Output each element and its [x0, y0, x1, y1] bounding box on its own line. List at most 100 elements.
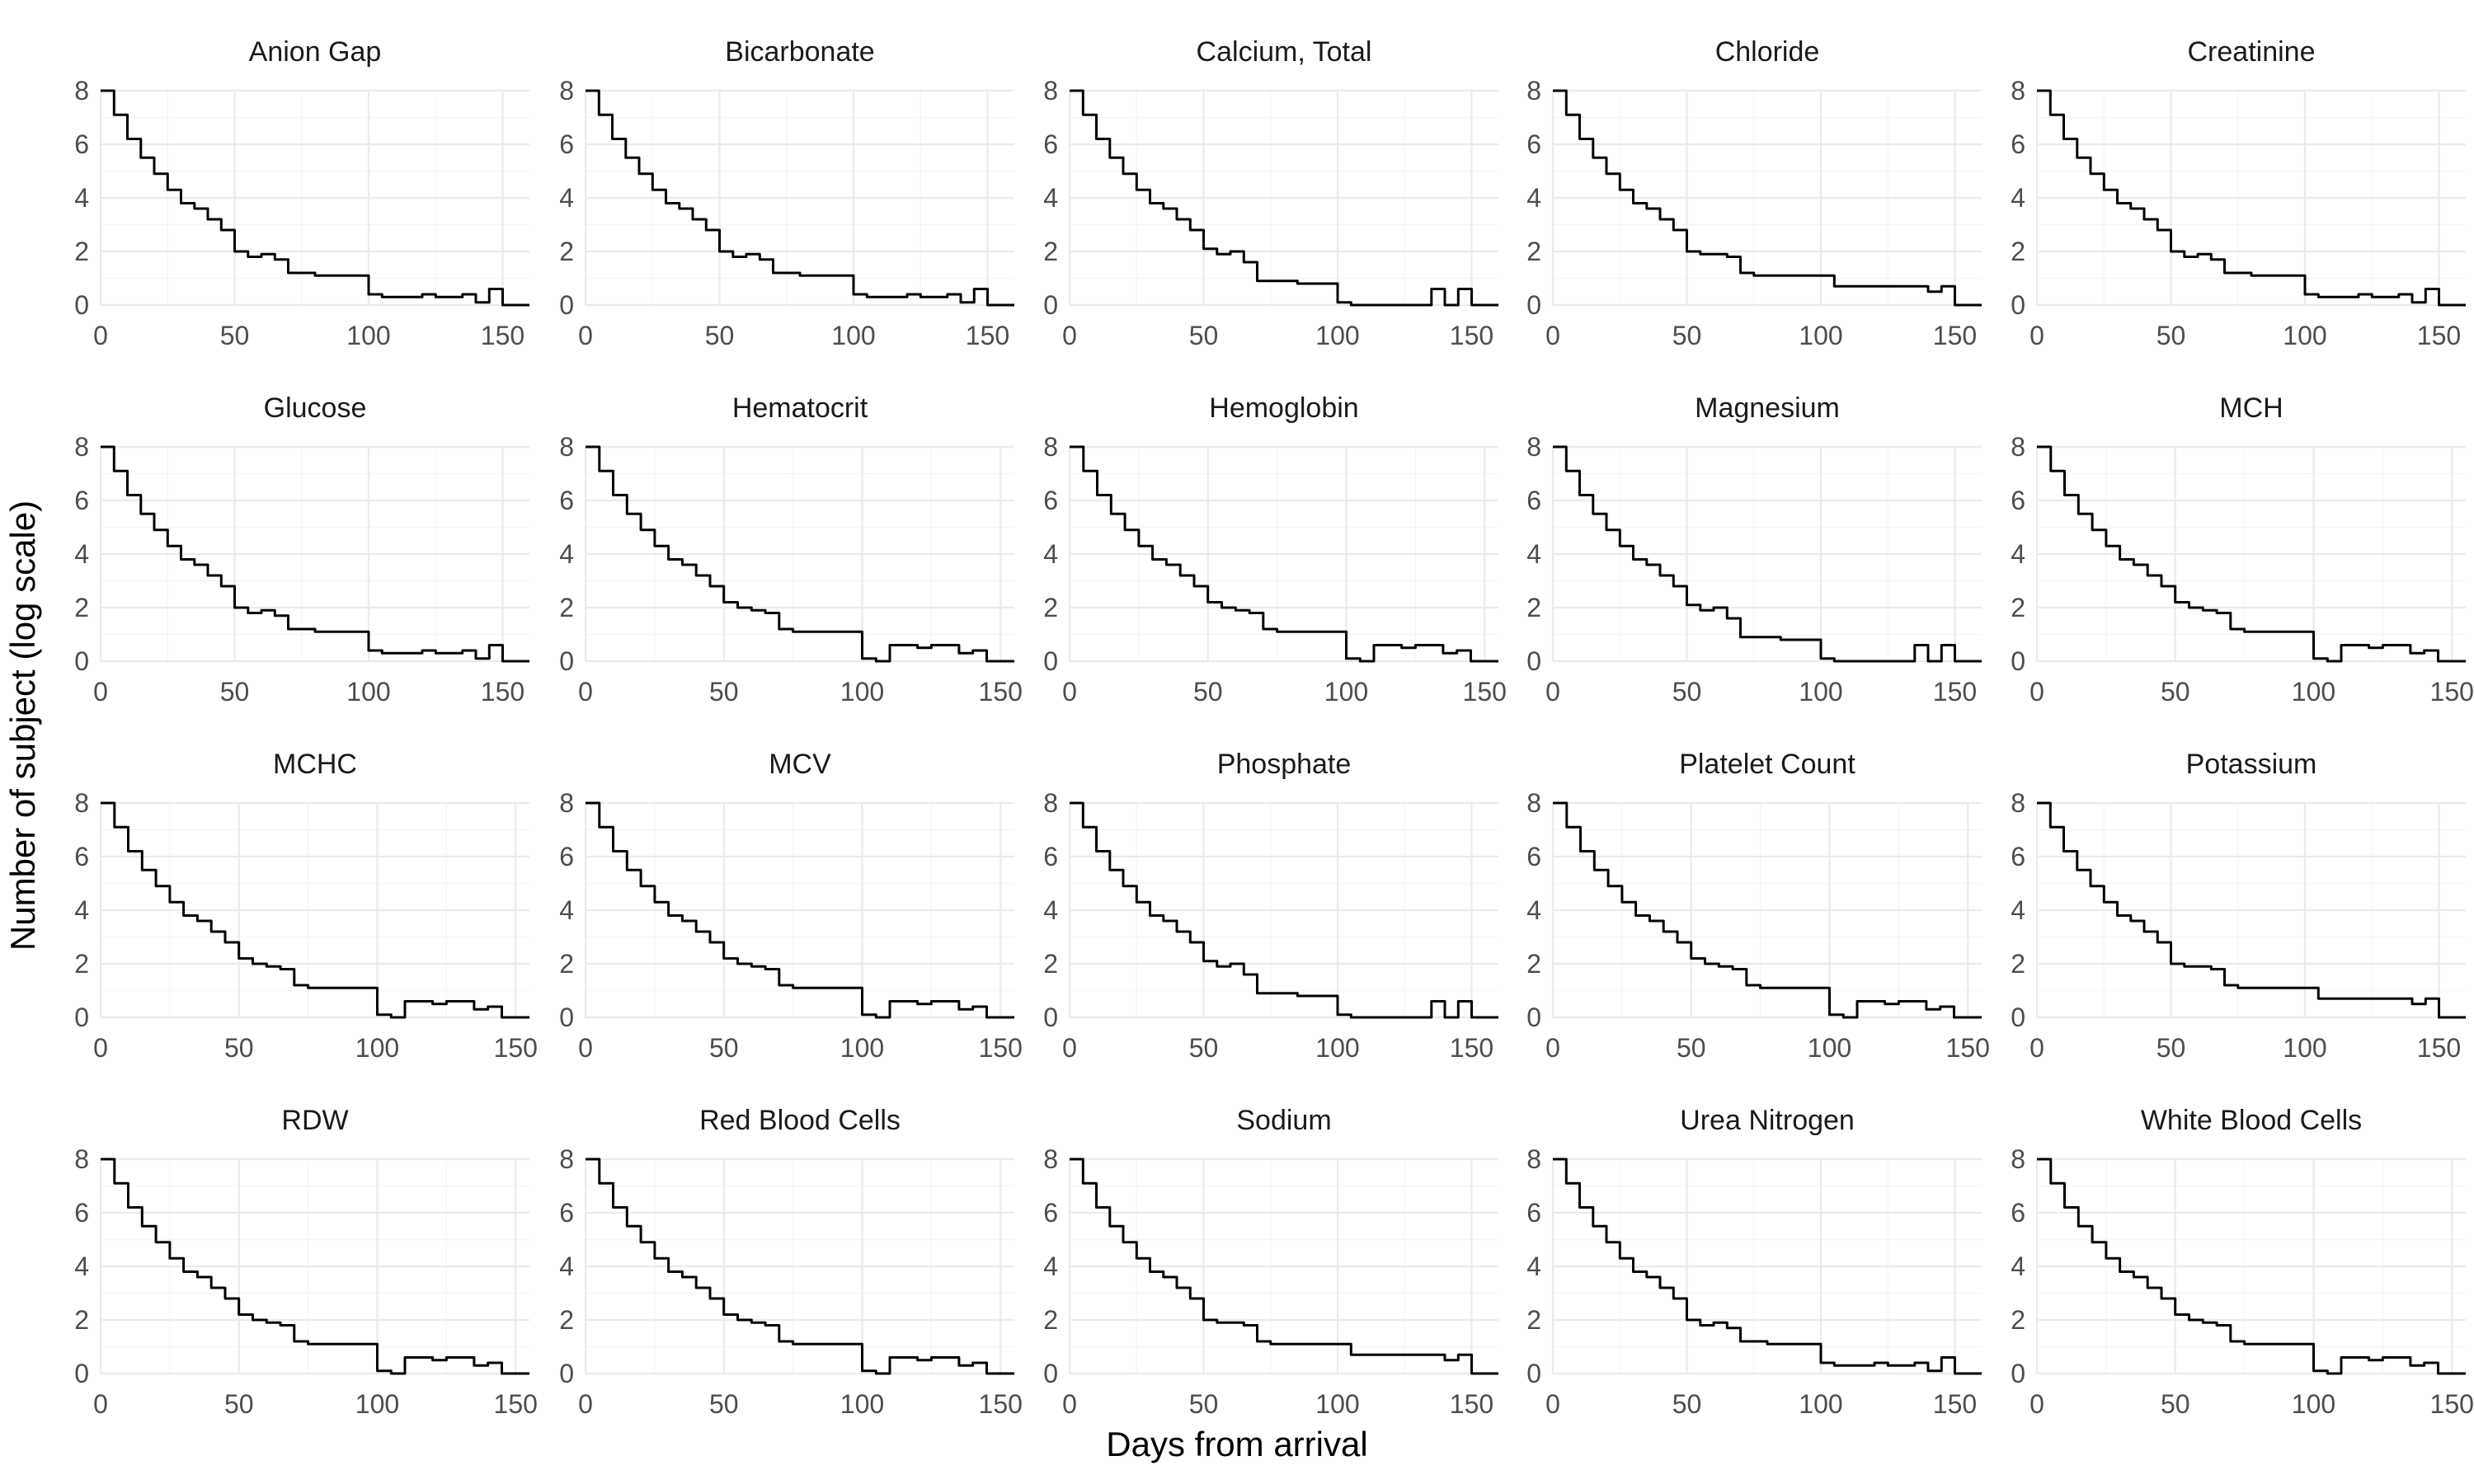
y-tick-label: 2	[559, 237, 574, 266]
y-axis-title: Number of subject (log scale)	[3, 500, 42, 951]
facet-title: White Blood Cells	[2141, 1105, 2362, 1136]
y-tick-label: 8	[559, 432, 574, 462]
series-line	[1553, 801, 1982, 1019]
x-tick-label: 50	[1189, 1389, 1219, 1419]
y-tick-label: 8	[1526, 76, 1541, 106]
y-tick-label: 6	[1526, 129, 1541, 159]
x-tick-label: 0	[578, 321, 593, 350]
y-tick-label: 8	[1043, 76, 1058, 106]
y-tick-label: 6	[559, 129, 574, 159]
x-tick-label: 0	[1062, 1033, 1077, 1063]
x-tick-label: 150	[1933, 321, 1977, 350]
facet-panel: 0 2 4 6 8 0 50 100 150 Red Blood Cells	[559, 1105, 1023, 1419]
y-tick-label: 4	[1526, 539, 1541, 569]
x-axis-title: Days from arrival	[1106, 1425, 1368, 1463]
y-tick-label: 0	[2011, 1359, 2025, 1388]
x-tick-label: 0	[2030, 677, 2044, 707]
x-tick-label: 50	[709, 1033, 739, 1063]
y-tick-label: 6	[1526, 486, 1541, 515]
y-tick-label: 8	[559, 788, 574, 818]
facet-panel: 0 2 4 6 8 0 50 100 150 Potassium	[2011, 749, 2466, 1063]
x-tick-label: 50	[709, 1389, 739, 1419]
facet-title: Red Blood Cells	[699, 1105, 901, 1136]
facet-title: Creatinine	[2188, 36, 2316, 68]
y-tick-label: 2	[1526, 593, 1541, 622]
x-tick-label: 150	[481, 677, 524, 707]
series-line	[101, 445, 529, 663]
x-tick-label: 0	[2030, 1033, 2044, 1063]
y-tick-label: 8	[559, 76, 574, 106]
x-tick-label: 100	[1799, 677, 1842, 707]
x-tick-label: 50	[2157, 321, 2186, 350]
x-tick-label: 150	[979, 1389, 1023, 1419]
y-tick-label: 2	[2011, 237, 2025, 266]
facet-panel: 0 2 4 6 8 0 50 100 150 Hematocrit	[559, 392, 1023, 707]
x-tick-label: 100	[1324, 677, 1368, 707]
y-tick-label: 6	[1526, 1198, 1541, 1228]
y-tick-label: 6	[1043, 129, 1058, 159]
facet-title: Chloride	[1715, 36, 1820, 68]
x-tick-label: 0	[1545, 1033, 1560, 1063]
y-tick-label: 8	[1043, 432, 1058, 462]
y-tick-label: 6	[2011, 1198, 2025, 1228]
y-tick-label: 8	[74, 788, 89, 818]
y-tick-label: 0	[74, 290, 89, 320]
y-tick-label: 8	[2011, 432, 2025, 462]
y-tick-label: 2	[1526, 1305, 1541, 1335]
facet-title: Calcium, Total	[1197, 36, 1372, 68]
x-tick-label: 100	[1315, 1033, 1359, 1063]
series-line	[101, 1158, 529, 1375]
x-tick-label: 150	[979, 677, 1023, 707]
facet-title: MCV	[769, 749, 831, 780]
y-tick-label: 4	[2011, 895, 2025, 925]
y-tick-label: 2	[74, 949, 89, 979]
x-tick-label: 50	[705, 321, 735, 350]
x-tick-label: 100	[2292, 1389, 2335, 1419]
facet-panel: 0 2 4 6 8 0 50 100 150 Bicarbonate	[559, 36, 1014, 350]
facet-title: Sodium	[1236, 1105, 1331, 1136]
y-tick-label: 6	[74, 842, 89, 871]
x-tick-label: 0	[93, 1033, 108, 1063]
y-tick-label: 6	[74, 1198, 89, 1228]
y-tick-label: 6	[559, 842, 574, 871]
x-tick-label: 150	[966, 321, 1009, 350]
x-tick-label: 100	[355, 1389, 399, 1419]
series-line	[101, 89, 529, 307]
y-tick-label: 4	[74, 539, 89, 569]
y-tick-label: 4	[1043, 183, 1058, 213]
x-tick-label: 0	[1545, 1389, 1560, 1419]
y-tick-label: 2	[1526, 237, 1541, 266]
y-tick-label: 4	[1526, 183, 1541, 213]
facet-title: Magnesium	[1695, 392, 1840, 424]
series-line	[1553, 445, 1982, 663]
x-tick-label: 100	[1315, 1389, 1359, 1419]
y-tick-label: 4	[1526, 1252, 1541, 1281]
x-tick-label: 100	[1808, 1033, 1851, 1063]
x-tick-label: 0	[1062, 321, 1077, 350]
series-line	[586, 445, 1014, 663]
x-tick-label: 150	[1450, 1033, 1493, 1063]
y-tick-label: 6	[1043, 842, 1058, 871]
y-tick-label: 4	[559, 183, 574, 213]
y-tick-label: 8	[1526, 788, 1541, 818]
y-tick-label: 0	[1043, 646, 1058, 676]
y-tick-label: 2	[74, 1305, 89, 1335]
x-tick-label: 50	[224, 1033, 254, 1063]
x-tick-label: 50	[1193, 677, 1223, 707]
x-tick-label: 100	[346, 321, 390, 350]
series-line	[1553, 89, 1982, 307]
y-tick-label: 6	[74, 486, 89, 515]
x-tick-label: 50	[224, 1389, 254, 1419]
series-line	[1070, 801, 1498, 1019]
x-tick-label: 150	[1450, 321, 1493, 350]
y-tick-label: 0	[1526, 290, 1541, 320]
x-tick-label: 150	[494, 1033, 538, 1063]
x-tick-label: 100	[840, 1033, 884, 1063]
series-line	[1070, 89, 1498, 307]
series-line	[586, 1158, 1014, 1375]
y-tick-label: 8	[2011, 76, 2025, 106]
facet-panel: 0 2 4 6 8 0 50 100 150 Sodium	[1043, 1105, 1498, 1419]
y-tick-label: 4	[74, 183, 89, 213]
series-line	[1070, 445, 1498, 663]
y-tick-label: 8	[1526, 1144, 1541, 1174]
